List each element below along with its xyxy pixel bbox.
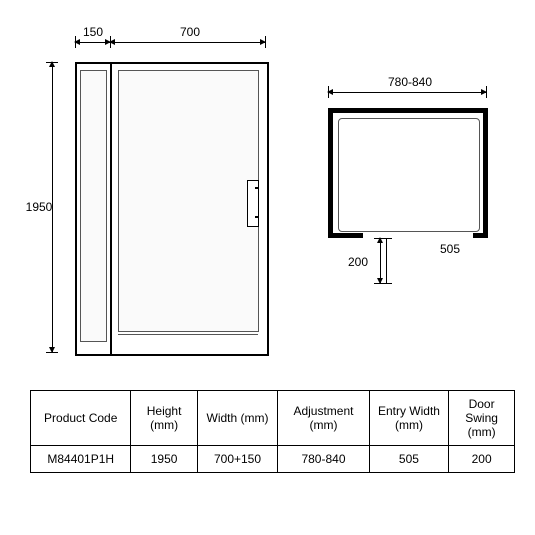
dim-label-200: 200 [342,255,374,269]
plan-left-wall [328,108,333,238]
dim-tick [374,283,392,284]
door-panel-inner [118,70,259,332]
plan-bottom-left [328,233,363,238]
header-width: Width (mm) [197,391,278,446]
cell-entry-width: 505 [369,446,449,473]
handle-detail [255,187,259,189]
dim-tick [265,36,266,48]
spec-table: Product Code Height (mm) Width (mm) Adju… [30,390,515,473]
dim-line-adj [328,92,486,93]
door-bottom-rail [118,334,258,335]
dim-label-700: 700 [160,25,220,39]
front-elevation: 150 700 1950 [40,30,270,360]
dim-label-adj: 780-840 [375,75,445,89]
cell-width: 700+150 [197,446,278,473]
cell-adjustment: 780-840 [278,446,369,473]
dim-line-150 [75,42,110,43]
diagram-container: 150 700 1950 [20,20,515,515]
cell-door-swing: 200 [449,446,515,473]
plan-view: 780-840 505 200 [310,80,510,320]
header-adjustment: Adjustment (mm) [278,391,369,446]
cell-code: M84401P1H [31,446,131,473]
header-code: Product Code [31,391,131,446]
table-header-row: Product Code Height (mm) Width (mm) Adju… [31,391,515,446]
dim-tick [46,62,58,63]
header-door-swing: Door Swing (mm) [449,391,515,446]
plan-right-wall [483,108,488,238]
swing-guide [386,238,387,283]
header-entry-width: Entry Width (mm) [369,391,449,446]
dim-label-150: 150 [76,25,110,39]
table-row: M84401P1H 1950 700+150 780-840 505 200 [31,446,515,473]
handle-detail [255,216,259,218]
dim-label-505: 505 [430,242,470,256]
plan-bottom-right [473,233,488,238]
cell-height: 1950 [131,446,197,473]
dim-tick [374,238,392,239]
dim-tick [486,86,487,98]
plan-tray [338,118,480,232]
header-height: Height (mm) [131,391,197,446]
dim-line-700 [110,42,265,43]
plan-top-wall [328,108,488,113]
dim-tick [46,352,58,353]
dim-line-swing [380,238,381,283]
drawings-area: 150 700 1950 [20,20,515,360]
dim-label-1950: 1950 [24,200,54,214]
dim-tick [328,86,329,98]
side-panel-inner [80,70,107,342]
